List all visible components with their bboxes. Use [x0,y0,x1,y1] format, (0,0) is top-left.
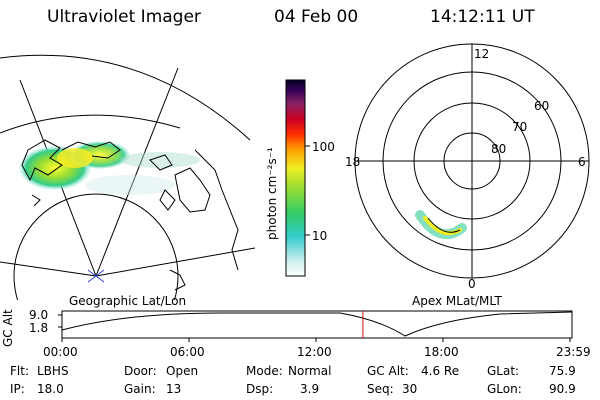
mode-value: Normal [288,364,332,378]
geographic-map [0,54,256,300]
colorbar-tick-10: 10 [312,229,328,243]
door-label: Door: [124,364,157,378]
glon-value: 90.9 [549,382,576,396]
filter-label: Flt: [10,364,29,378]
time-tick-2359: 23:59 [556,345,591,359]
mlat-label-70: 70 [512,120,528,134]
mlt-label-6: 6 [578,155,586,169]
glon-label: GLon: [487,382,522,396]
mode-label: Mode: [246,364,283,378]
gcalt-label: GC Alt: [367,364,409,378]
mlt-label-12: 12 [474,47,490,61]
altitude-plot [58,310,573,342]
ip-value: 18.0 [37,382,64,396]
geographic-panel-label: Geographic Lat/Lon [69,294,187,308]
mlat-label-60: 60 [534,99,550,113]
door-value: Open [166,364,199,378]
colorbar-tick-100: 100 [312,140,335,154]
ip-label: IP: [10,382,25,396]
date-label: 04 Feb 00 [274,7,359,27]
gain-label: Gain: [124,382,156,396]
altitude-tick-9: 9.0 [29,308,49,322]
time-tick-1200: 12:00 [297,345,332,359]
altitude-axis-label: GC Alt [1,309,15,347]
time-label: 14:12:11 UT [430,7,535,27]
gcalt-value: 4.6 Re [421,364,460,378]
gain-value: 13 [166,382,182,396]
altitude-tick-1-8: 1.8 [29,321,49,335]
colorbar [285,79,306,277]
time-tick-0600: 06:00 [170,345,205,359]
apex-panel-label: Apex MLat/MLT [412,294,502,308]
dsp-value: 3.9 [300,382,320,396]
time-tick-1800: 18:00 [424,345,459,359]
mlt-label-18: 18 [345,155,361,169]
filter-value: LBHS [37,364,69,378]
time-tick-0000: 00:00 [43,345,78,359]
colorbar-unit-label: photon cm⁻²s⁻¹ [265,147,279,240]
mlat-label-80: 80 [491,142,507,156]
glat-label: GLat: [487,364,520,378]
mlt-label-0: 0 [468,277,476,291]
seq-value: 30 [402,382,418,396]
glat-value: 75.9 [549,364,576,378]
instrument-title: Ultraviolet Imager [47,7,201,27]
seq-label: Seq: [367,382,394,396]
dsp-label: Dsp: [246,382,274,396]
polar-mlt-plot [354,43,590,279]
